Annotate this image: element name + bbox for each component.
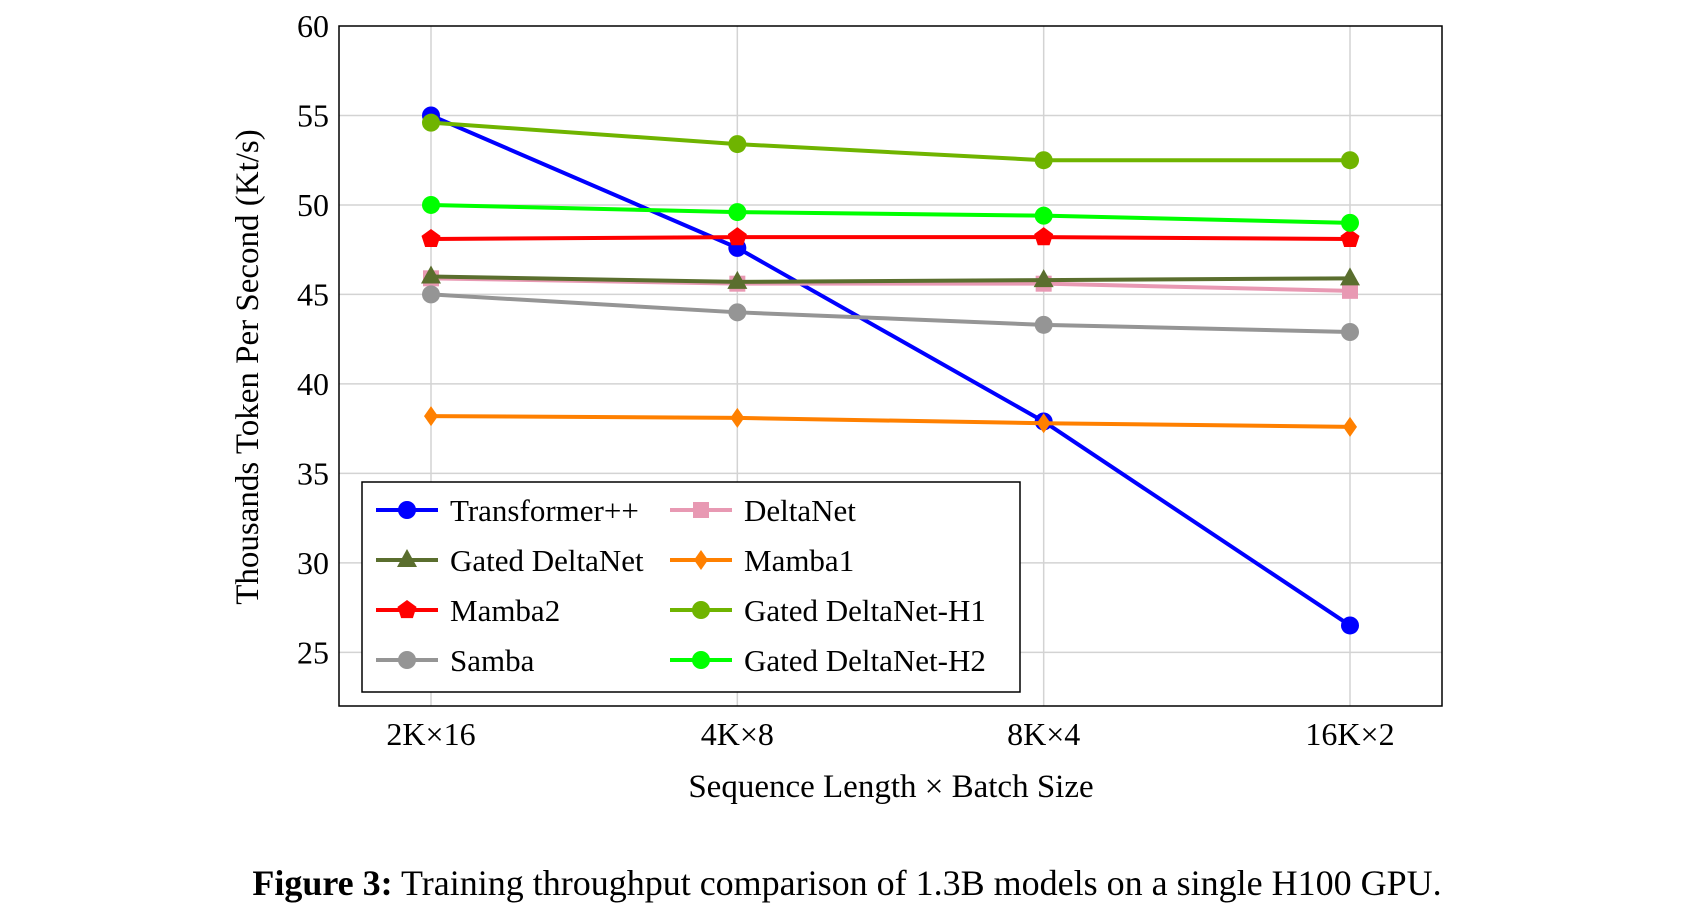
caption-label: Figure 3: bbox=[252, 863, 393, 903]
triangle-marker bbox=[727, 270, 748, 289]
x-tick-label: 16K×2 bbox=[1305, 716, 1394, 752]
circle-marker bbox=[1341, 151, 1359, 170]
series-layer bbox=[421, 106, 1360, 635]
legend-label: Gated DeltaNet-H2 bbox=[744, 643, 986, 678]
diamond-marker bbox=[730, 407, 745, 428]
y-tick-label: 45 bbox=[297, 276, 329, 312]
triangle-marker bbox=[397, 549, 417, 567]
square-marker bbox=[1342, 282, 1358, 299]
diamond-marker bbox=[694, 550, 708, 570]
circle-marker bbox=[422, 285, 440, 304]
series-line bbox=[430, 292, 1351, 334]
circle-marker bbox=[1034, 315, 1053, 334]
series-line bbox=[430, 414, 1351, 429]
legend-label: Samba bbox=[450, 643, 535, 678]
pentagon-marker bbox=[397, 600, 417, 619]
series-gated-deltanet bbox=[421, 265, 1360, 289]
triangle-marker bbox=[421, 265, 441, 284]
plot-frame bbox=[338, 25, 1443, 707]
circle-marker bbox=[1034, 206, 1053, 225]
series-gated-deltanet-h1 bbox=[422, 113, 1359, 170]
diamond-marker bbox=[1036, 413, 1051, 434]
legend-entry: Gated DeltaNet-H2 bbox=[670, 643, 986, 678]
legend-label: Gated DeltaNet-H1 bbox=[744, 593, 986, 628]
x-tick-label: 2K×16 bbox=[386, 716, 475, 752]
circle-marker bbox=[422, 195, 440, 214]
legend-label: Mamba1 bbox=[744, 543, 854, 578]
circle-marker bbox=[728, 303, 747, 322]
legend-label: Mamba2 bbox=[450, 593, 560, 628]
x-tick-label: 4K×8 bbox=[701, 716, 774, 752]
y-tick-label: 25 bbox=[297, 634, 329, 670]
circle-marker bbox=[728, 135, 747, 154]
triangle-marker bbox=[1340, 267, 1360, 286]
series-line bbox=[430, 235, 1351, 241]
pentagon-marker bbox=[727, 227, 747, 246]
figure-caption: Figure 3: Training throughput comparison… bbox=[0, 862, 1694, 904]
caption-text: Training throughput comparison of 1.3B m… bbox=[392, 863, 1442, 903]
diamond-marker bbox=[424, 406, 438, 427]
y-tick-label: 35 bbox=[297, 455, 329, 491]
legend-entry: Gated DeltaNet-H1 bbox=[670, 593, 986, 628]
square-marker bbox=[693, 502, 709, 518]
legend-label: DeltaNet bbox=[744, 493, 856, 528]
y-tick-label: 50 bbox=[297, 187, 329, 223]
legend-box bbox=[361, 481, 1021, 693]
series-line bbox=[430, 113, 1352, 628]
circle-marker bbox=[692, 651, 710, 669]
y-tick-label: 40 bbox=[297, 366, 329, 402]
legend-entry: Gated DeltaNet bbox=[376, 543, 644, 578]
series-line bbox=[430, 202, 1351, 225]
series-mamba1 bbox=[424, 406, 1357, 437]
legend-entry: DeltaNet bbox=[670, 493, 856, 528]
legend-entry: Mamba2 bbox=[376, 593, 560, 628]
y-axis-label: Thousands Token Per Second (Kt/s) bbox=[230, 129, 266, 605]
legend: Transformer++ DeltaNet Gated DeltaNet Mamba… bbox=[361, 481, 1021, 693]
triangle-marker bbox=[1033, 269, 1054, 288]
circle-marker bbox=[422, 113, 440, 132]
legend-label: Transformer++ bbox=[450, 493, 639, 528]
series-line bbox=[430, 120, 1350, 163]
circle-marker bbox=[1034, 151, 1053, 170]
series-mamba2 bbox=[421, 227, 1360, 248]
circle-marker bbox=[1341, 323, 1359, 341]
tick-labels: 25 30 35 40 45 50 55 60 2K×16 4K×8 8K×4 16K×2 bbox=[297, 8, 1395, 752]
circle-marker bbox=[398, 651, 416, 669]
legend-entry: Samba bbox=[376, 643, 535, 678]
circle-marker bbox=[1341, 616, 1359, 635]
series-gated-deltanet-h2 bbox=[422, 195, 1359, 232]
series-samba bbox=[422, 285, 1359, 341]
pentagon-marker bbox=[1034, 227, 1054, 246]
diamond-marker bbox=[1343, 416, 1357, 437]
circle-marker bbox=[692, 601, 710, 619]
y-tick-label: 55 bbox=[297, 97, 329, 133]
x-tick-label: 8K×4 bbox=[1007, 716, 1080, 752]
y-tick-label: 60 bbox=[297, 8, 329, 44]
pentagon-marker bbox=[1340, 228, 1360, 248]
x-axis-label: Sequence Length × Batch Size bbox=[688, 769, 1093, 805]
legend-entry: Mamba1 bbox=[670, 543, 854, 578]
legend-label: Gated DeltaNet bbox=[450, 543, 644, 578]
series-line bbox=[430, 274, 1351, 284]
circle-marker bbox=[398, 501, 416, 519]
circle-marker bbox=[1341, 213, 1359, 232]
legend-entry: Transformer++ bbox=[376, 493, 639, 528]
pentagon-marker bbox=[421, 228, 441, 248]
circle-marker bbox=[728, 203, 747, 222]
y-tick-label: 30 bbox=[297, 545, 329, 581]
